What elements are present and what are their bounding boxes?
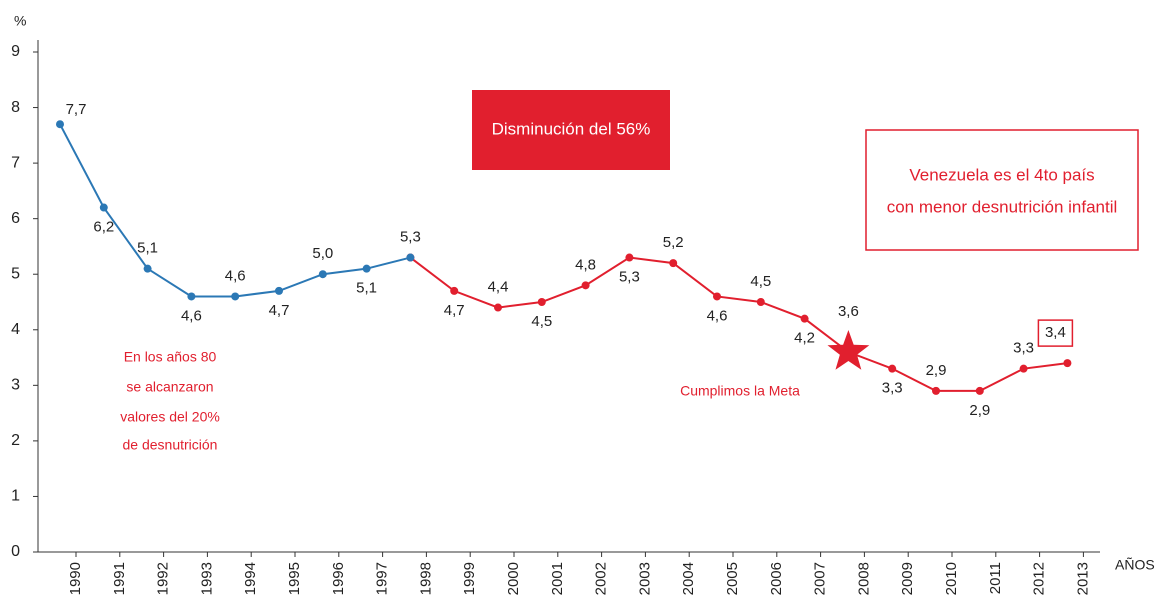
point: [888, 364, 897, 373]
point: [932, 386, 940, 395]
x-tick-label: 2009: [899, 562, 916, 595]
x-tick-label: 1994: [242, 562, 259, 595]
reduction-box: [472, 90, 670, 170]
value-label: 4,2: [794, 330, 815, 347]
x-tick-label: 1996: [330, 562, 347, 595]
ranking-box: [865, 129, 1139, 251]
value-label: 5,1: [356, 280, 377, 297]
x-tick-label: 2011: [987, 562, 1004, 594]
value-label: 5,2: [663, 234, 684, 251]
value-label: 7,7: [66, 101, 87, 118]
y-tick-label: 2: [11, 432, 20, 449]
x-tick-label: 1992: [155, 562, 172, 595]
point: [800, 314, 809, 323]
y-tick-label: 4: [11, 321, 20, 338]
x-tick-label: 1995: [286, 562, 303, 595]
value-label: 5,0: [312, 245, 333, 262]
y-tick-label: 0: [11, 543, 20, 560]
x-tick-label: 2000: [505, 562, 522, 595]
y-tick-label: 9: [11, 43, 20, 60]
value-label: 2,9: [969, 402, 990, 419]
x-tick-label: 2012: [1031, 562, 1048, 595]
point: [275, 286, 283, 295]
value-label: 2,9: [926, 362, 947, 379]
x-tick-label: 2005: [724, 562, 741, 595]
point: [406, 253, 415, 262]
goal-star: [827, 330, 870, 370]
value-label: 4,7: [269, 302, 290, 319]
point: [537, 298, 546, 306]
point: [494, 303, 502, 312]
value-label: 4,6: [181, 307, 202, 324]
x-tick-label: 2007: [812, 562, 829, 595]
x-tick-label: 1991: [111, 562, 128, 595]
goal-note: Cumplimos la Meta: [680, 383, 800, 399]
value-label: 4,7: [444, 302, 465, 319]
line-series: [409, 256, 1068, 392]
point: [581, 281, 590, 290]
x-axis-label: AÑOS: [1115, 557, 1155, 573]
eighties-note: En los años 80: [124, 349, 217, 365]
x-tick-label: 2002: [593, 562, 610, 595]
point: [231, 292, 240, 301]
point: [187, 292, 196, 301]
value-label: 3,3: [882, 380, 903, 397]
point: [625, 253, 634, 262]
value-label: 4,8: [575, 256, 596, 273]
value-label: 4,6: [225, 267, 246, 284]
x-tick-label: 2008: [855, 562, 872, 595]
point: [99, 203, 108, 212]
x-tick-label: 2003: [636, 562, 653, 595]
point: [756, 298, 765, 306]
y-axis-label: %: [14, 13, 26, 29]
y-tick-label: 7: [11, 154, 20, 171]
y-tick-label: 1: [11, 488, 20, 505]
x-tick-label: 2013: [1074, 562, 1091, 595]
value-label: 6,2: [93, 219, 114, 236]
x-tick-label: 1993: [198, 562, 215, 595]
y-tick-label: 3: [11, 377, 20, 394]
value-label: 4,6: [707, 307, 728, 324]
point: [143, 264, 152, 273]
ranking-note: Venezuela es el 4to país: [909, 165, 1094, 184]
point: [713, 292, 721, 301]
value-label: 5,3: [619, 269, 640, 286]
point: [669, 259, 678, 268]
eighties-note: valores del 20%: [120, 409, 220, 425]
y-tick-label: 8: [11, 99, 20, 116]
x-tick-label: 2010: [943, 562, 960, 595]
eighties-note: se alcanzaron: [126, 379, 213, 395]
eighties-note: de desnutrición: [123, 437, 218, 453]
value-label: 3,6: [838, 303, 859, 320]
y-tick-label: 5: [11, 265, 20, 282]
reduction-note: Disminución del 56%: [492, 119, 651, 138]
ranking-note: con menor desnutrición infantil: [887, 197, 1118, 216]
highlight-box: [1037, 319, 1074, 347]
point: [450, 286, 459, 295]
point: [318, 270, 327, 279]
value-label: 4,4: [488, 279, 509, 296]
point: [1063, 359, 1072, 368]
value-label: 4,5: [531, 313, 552, 330]
value-label: 5,3: [400, 229, 421, 246]
value-label: 3,4: [1045, 324, 1066, 341]
value-label: 5,1: [137, 240, 158, 257]
x-tick-label: 1998: [417, 562, 434, 595]
x-tick-label: 2001: [549, 562, 566, 595]
x-tick-label: 2006: [768, 562, 785, 595]
point: [975, 386, 984, 395]
point: [1019, 364, 1028, 373]
x-tick-label: 2004: [680, 562, 697, 595]
x-tick-label: 1997: [374, 562, 391, 595]
y-tick-label: 6: [11, 210, 20, 227]
point: [56, 120, 64, 129]
value-label: 3,3: [1013, 340, 1034, 357]
x-tick-label: 1999: [461, 562, 478, 595]
x-tick-label: 1990: [67, 562, 84, 595]
value-label: 4,5: [750, 273, 771, 290]
point: [362, 264, 371, 273]
